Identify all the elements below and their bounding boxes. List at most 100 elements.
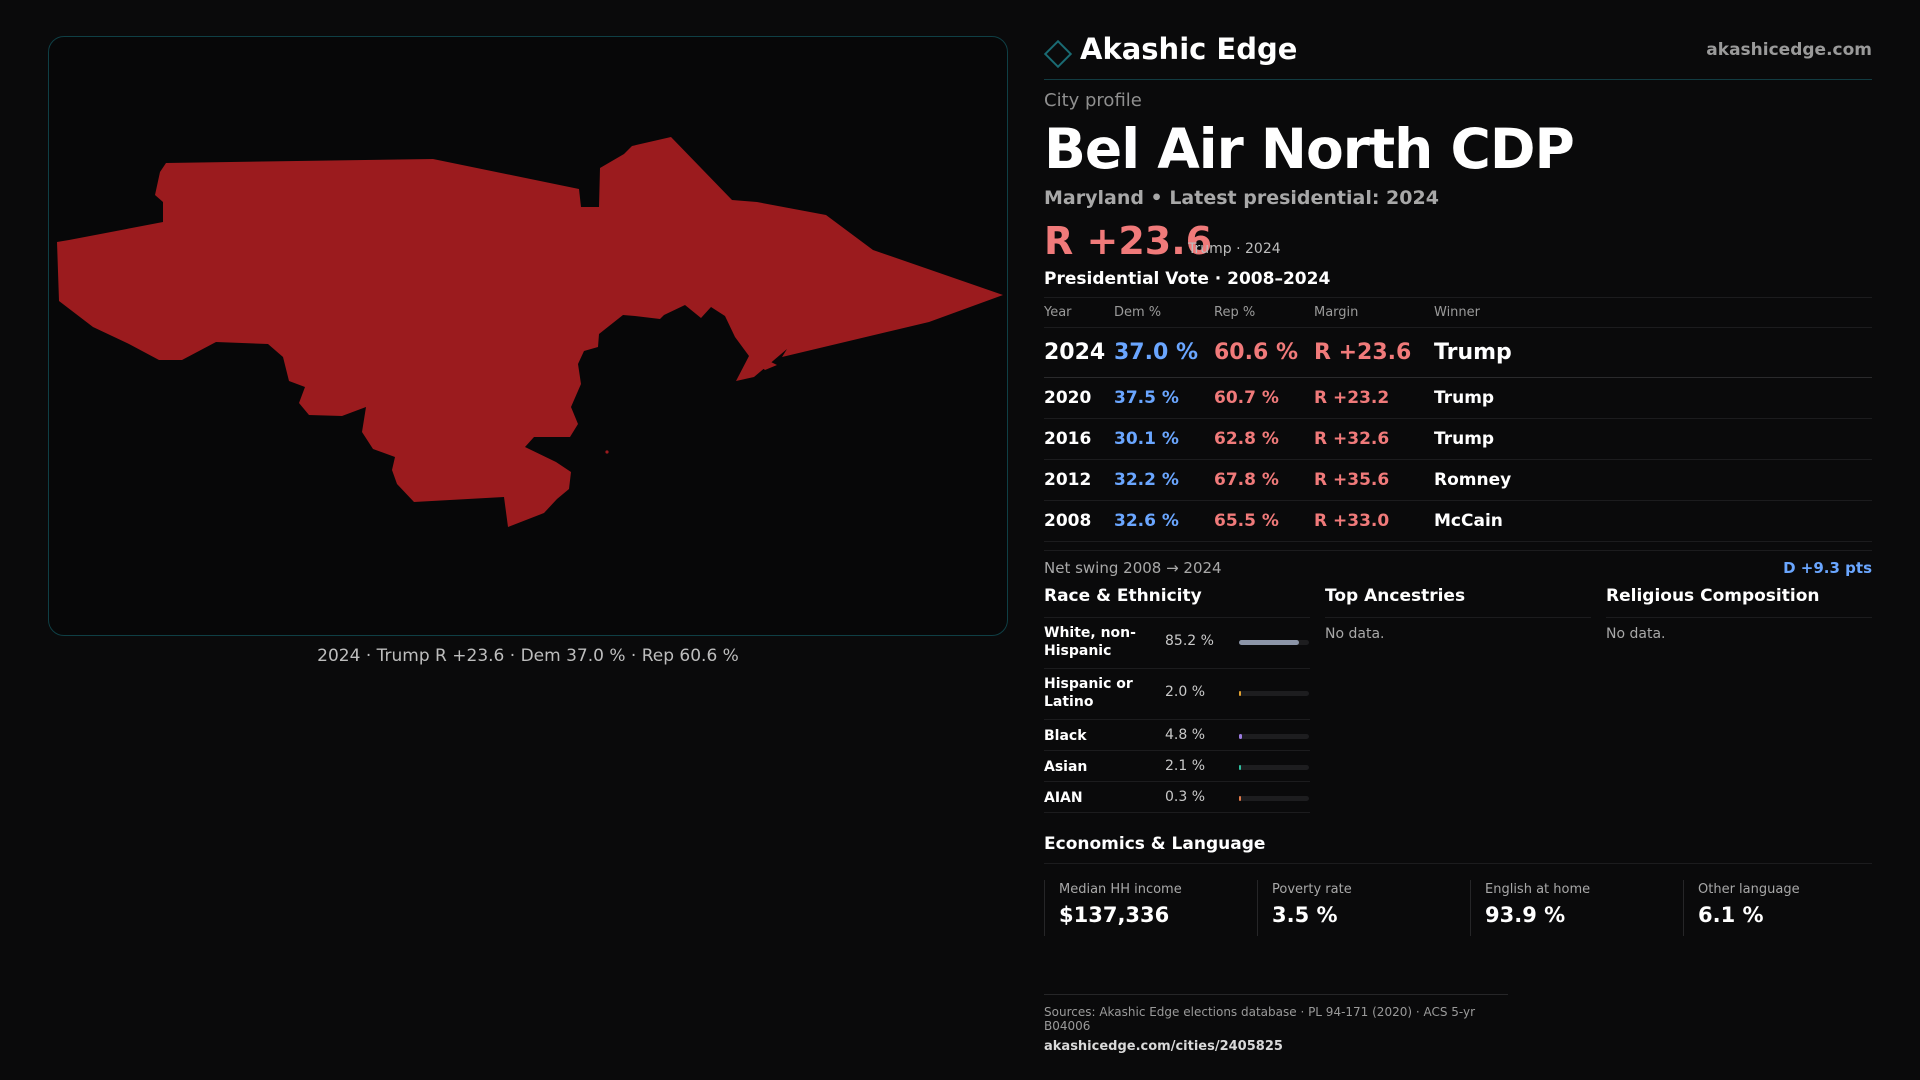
- net-swing-row: Net swing 2008 → 2024 D +9.3 pts: [1044, 550, 1872, 577]
- race-name: Hispanic or Latino: [1044, 676, 1133, 710]
- diamond-logo-icon: [1043, 39, 1073, 69]
- religion-empty-text: No data.: [1606, 626, 1666, 642]
- col-header-dem[interactable]: Dem %: [1114, 297, 1214, 328]
- race-row: Black 4.8 %: [1044, 720, 1310, 751]
- race-pct: 2.0 %: [1165, 684, 1206, 700]
- net-swing-value: D +9.3 pts: [1783, 559, 1872, 577]
- econ-card-other-language: Other language 6.1 %: [1683, 880, 1883, 936]
- race-bar-fill: [1239, 691, 1241, 696]
- race-row: White, non-Hispanic 85.2 %: [1044, 618, 1310, 669]
- econ-label: Median HH income: [1059, 882, 1182, 897]
- net-swing-label: Net swing 2008 → 2024: [1044, 559, 1222, 577]
- cell-rep: 60.6 %: [1214, 327, 1314, 378]
- city-boundary-fragment: [605, 450, 609, 454]
- race-bar-track: [1239, 640, 1309, 645]
- econ-label: Poverty rate: [1272, 882, 1352, 897]
- cell-rep: 65.5 %: [1214, 500, 1314, 542]
- cell-winner: Trump: [1434, 327, 1872, 378]
- headline-margin: R +23.6: [1044, 219, 1213, 263]
- econ-value: 3.5 %: [1272, 903, 1338, 927]
- city-permalink[interactable]: akashicedge.com/cities/2405825: [1044, 1039, 1283, 1054]
- brand-header: Akashic Edge akashicedge.com: [1043, 32, 1872, 80]
- table-header-row: Year Dem % Rep % Margin Winner: [1044, 297, 1872, 328]
- brand-url-link[interactable]: akashicedge.com: [1706, 40, 1872, 60]
- demographics-section: Race & Ethnicity White, non-Hispanic 85.…: [1044, 586, 1872, 824]
- religion-title: Religious Composition: [1606, 586, 1872, 618]
- map-panel[interactable]: [48, 36, 1008, 636]
- race-bar-fill: [1239, 796, 1241, 801]
- profile-panel: Akashic Edge akashicedge.com City profil…: [1043, 32, 1872, 936]
- cell-winner: McCain: [1434, 500, 1872, 542]
- econ-card-english: English at home 93.9 %: [1470, 880, 1670, 936]
- ancestries-title: Top Ancestries: [1325, 586, 1591, 618]
- race-name: Black: [1044, 728, 1087, 744]
- city-boundary-shape[interactable]: [57, 137, 1003, 527]
- race-bar-track: [1239, 691, 1309, 696]
- headline-result: R +23.6 Trump · 2024: [1044, 219, 1872, 263]
- cell-dem: 37.5 %: [1114, 377, 1214, 419]
- presidential-section-title: Presidential Vote · 2008–2024: [1044, 269, 1331, 289]
- ancestries-empty-text: No data.: [1325, 626, 1385, 642]
- cell-margin: R +23.6: [1314, 327, 1434, 378]
- headline-note: Trump · 2024: [1188, 241, 1281, 257]
- cell-rep: 62.8 %: [1214, 418, 1314, 460]
- race-bar-track: [1239, 734, 1309, 739]
- race-row: AIAN 0.3 %: [1044, 782, 1310, 813]
- race-bar-fill: [1239, 640, 1299, 645]
- sources-line: Sources: Akashic Edge elections database…: [1044, 1005, 1476, 1033]
- cell-margin: R +33.0: [1314, 500, 1434, 542]
- table-row[interactable]: 2016 30.1 % 62.8 % R +32.6 Trump: [1044, 418, 1872, 460]
- profile-subline: Maryland • Latest presidential: 2024: [1044, 187, 1439, 209]
- ancestries-panel: Top Ancestries No data.: [1325, 586, 1591, 642]
- col-header-rep[interactable]: Rep %: [1214, 297, 1314, 328]
- race-name: AIAN: [1044, 790, 1083, 806]
- race-ethnicity-panel: Race & Ethnicity White, non-Hispanic 85.…: [1044, 586, 1310, 813]
- race-bar-fill: [1239, 765, 1241, 770]
- city-boundary-map[interactable]: [49, 37, 1008, 636]
- cell-margin: R +32.6: [1314, 418, 1434, 460]
- map-caption: 2024 · Trump R +23.6 · Dem 37.0 % · Rep …: [317, 646, 739, 666]
- cell-dem: 37.0 %: [1114, 327, 1214, 378]
- race-bar-track: [1239, 796, 1309, 801]
- col-header-winner[interactable]: Winner: [1434, 297, 1872, 328]
- race-pct: 2.1 %: [1165, 758, 1206, 774]
- table-row[interactable]: 2012 32.2 % 67.8 % R +35.6 Romney: [1044, 459, 1872, 501]
- brand-name[interactable]: Akashic Edge: [1080, 32, 1298, 66]
- table-row[interactable]: 2024 37.0 % 60.6 % R +23.6 Trump: [1044, 327, 1872, 378]
- race-bar-track: [1239, 765, 1309, 770]
- cell-year: 2024: [1044, 327, 1114, 378]
- col-header-year[interactable]: Year: [1044, 297, 1114, 328]
- cell-winner: Romney: [1434, 459, 1872, 501]
- econ-card-poverty: Poverty rate 3.5 %: [1257, 880, 1457, 936]
- table-row[interactable]: 2008 32.6 % 65.5 % R +33.0 McCain: [1044, 500, 1872, 542]
- cell-margin: R +35.6: [1314, 459, 1434, 501]
- race-bar-fill: [1239, 734, 1242, 739]
- cell-year: 2020: [1044, 377, 1114, 419]
- cell-rep: 67.8 %: [1214, 459, 1314, 501]
- cell-winner: Trump: [1434, 418, 1872, 460]
- col-header-margin[interactable]: Margin: [1314, 297, 1434, 328]
- economics-section-title: Economics & Language: [1044, 834, 1872, 864]
- race-pct: 85.2 %: [1165, 633, 1214, 649]
- cell-winner: Trump: [1434, 377, 1872, 419]
- table-row[interactable]: 2020 37.5 % 60.7 % R +23.2 Trump: [1044, 377, 1872, 419]
- race-row: Asian 2.1 %: [1044, 751, 1310, 782]
- economics-cards: Median HH income $137,336 Poverty rate 3…: [1044, 880, 1872, 936]
- race-list: White, non-Hispanic 85.2 % Hispanic or L…: [1044, 618, 1310, 813]
- econ-card-income: Median HH income $137,336: [1044, 880, 1244, 936]
- sources-footer: Sources: Akashic Edge elections database…: [1044, 994, 1508, 1054]
- race-row: Hispanic or Latino 2.0 %: [1044, 669, 1310, 720]
- profile-eyebrow: City profile: [1044, 90, 1142, 111]
- race-pct: 4.8 %: [1165, 727, 1206, 743]
- cell-year: 2012: [1044, 459, 1114, 501]
- race-pct: 0.3 %: [1165, 789, 1206, 805]
- econ-value: $137,336: [1059, 903, 1170, 927]
- cell-dem: 30.1 %: [1114, 418, 1214, 460]
- cell-year: 2016: [1044, 418, 1114, 460]
- religion-panel: Religious Composition No data.: [1606, 586, 1872, 642]
- presidential-vote-table: Year Dem % Rep % Margin Winner 2024 37.0…: [1044, 297, 1872, 542]
- race-ethnicity-title: Race & Ethnicity: [1044, 586, 1310, 618]
- race-name: White, non-Hispanic: [1044, 625, 1136, 659]
- econ-label: English at home: [1485, 882, 1591, 897]
- econ-value: 93.9 %: [1485, 903, 1566, 927]
